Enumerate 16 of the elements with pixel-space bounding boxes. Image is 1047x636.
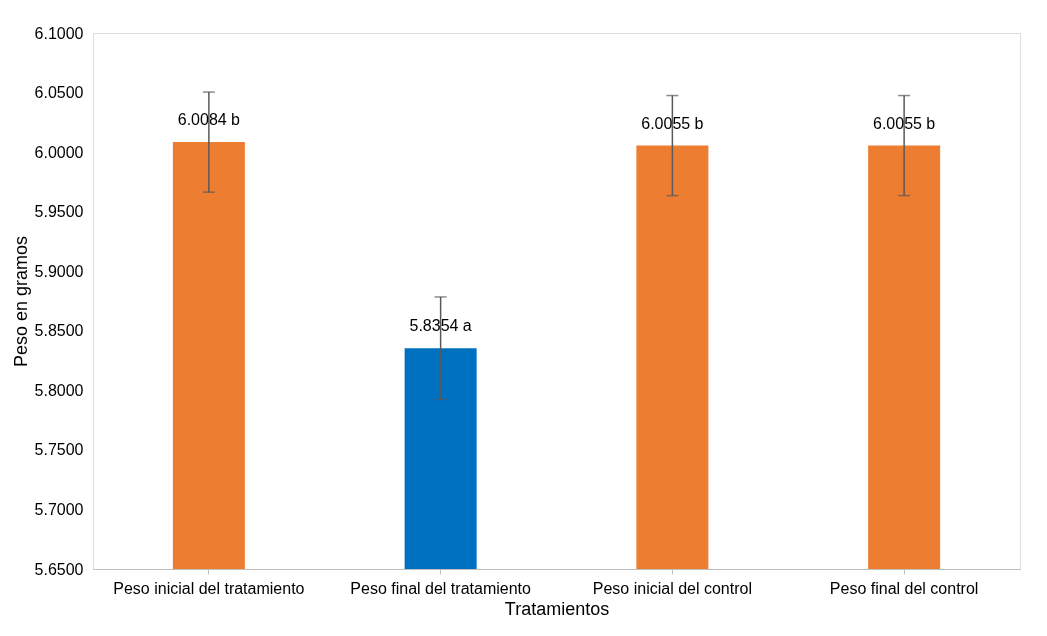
y-tick-label: 5.8500 [34,322,84,340]
x-tick-label: Peso inicial del tratamiento [113,579,305,597]
x-tick-label: Peso inicial del control [592,579,752,597]
y-tick-label: 5.9500 [34,203,84,221]
y-tick-label: 5.7000 [34,500,84,518]
x-tick-label: Peso final del control [829,579,979,597]
y-tick-label: 6.0500 [34,84,84,102]
y-tick-label: 5.6500 [34,560,84,578]
y-tick-label: 6.0000 [34,143,84,161]
x-tick-label: Peso final del tratamiento [350,579,531,597]
y-tick-label: 6.1000 [34,24,84,42]
y-tick-label: 5.9000 [34,262,84,280]
x-axis-title: Tratamientos [504,598,610,619]
y-tick-label: 5.8000 [34,381,84,399]
y-axis-title: Peso en gramos [10,235,31,368]
y-tick-label: 5.7500 [34,441,84,459]
